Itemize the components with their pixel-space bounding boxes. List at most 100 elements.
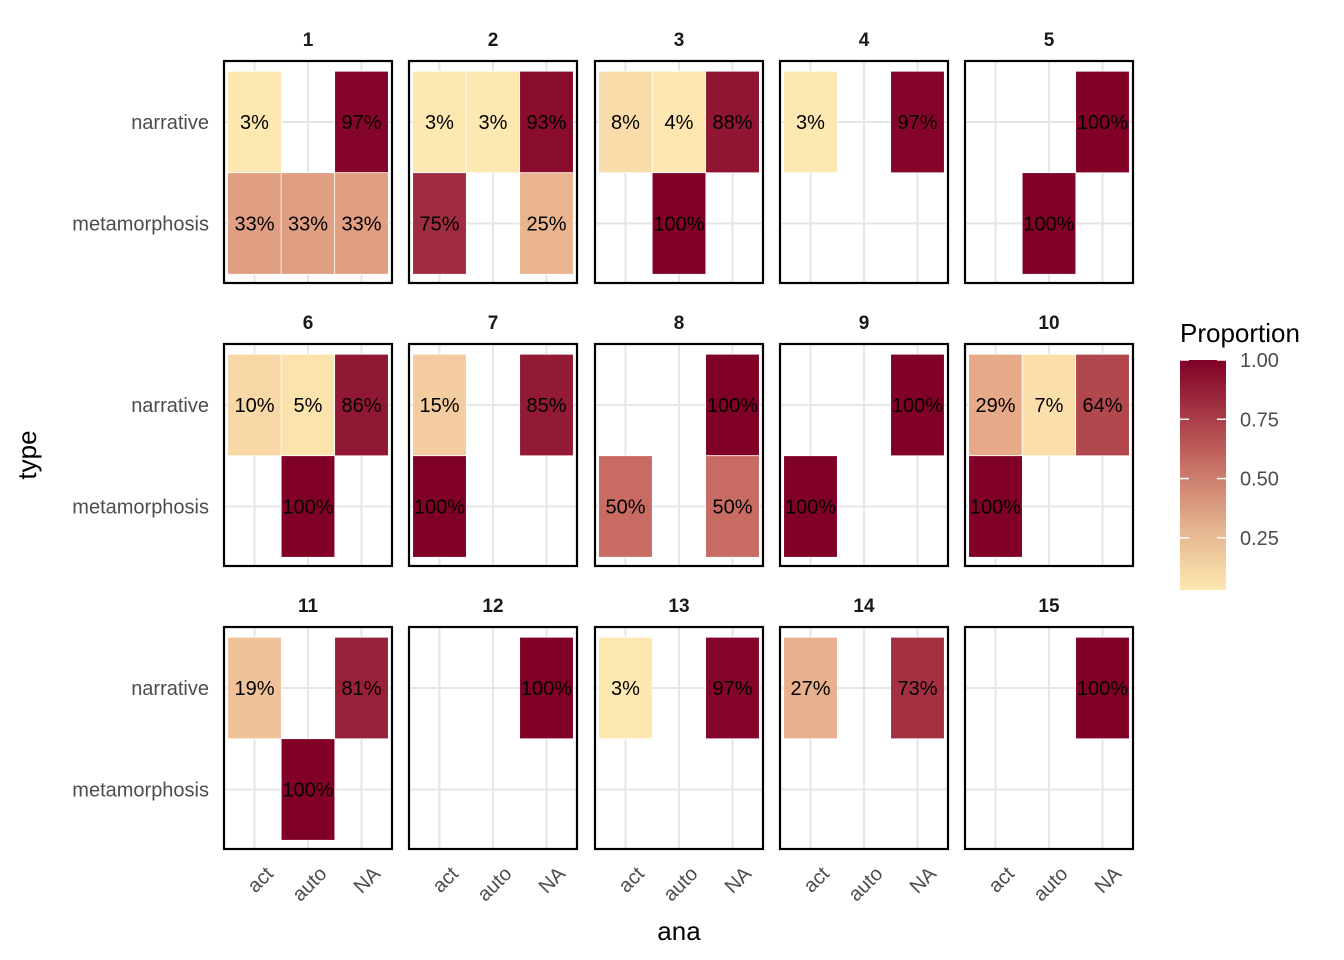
facet-title: 9 xyxy=(859,313,870,334)
tile-label: 15% xyxy=(419,395,459,417)
x-tick-label: NA xyxy=(906,862,942,898)
heatmap-tile xyxy=(227,172,282,275)
facet-panel-8: 8 100% 50% 50% xyxy=(593,313,765,568)
heatmap-tile xyxy=(1075,353,1130,457)
tile-label: 81% xyxy=(341,678,381,700)
tile-label: 100% xyxy=(1077,112,1128,134)
tile-label: 73% xyxy=(897,678,937,700)
tile-label: 8% xyxy=(611,112,640,134)
y-tick-label: narrative xyxy=(131,395,209,417)
tile-label: 27% xyxy=(790,678,830,700)
facet-panel-14: 14 27% 73% xyxy=(778,596,950,851)
facet-title: 2 xyxy=(488,30,499,51)
tile-label: 88% xyxy=(712,112,752,134)
heatmap-tile xyxy=(519,70,574,174)
panel-border xyxy=(407,342,579,568)
panel-border xyxy=(407,59,579,285)
facet-panels: 13% 97%33% 33% 33%23% 3% 93%75% 25%38% 4% 88%100… xyxy=(222,30,1135,851)
panel-border xyxy=(222,625,394,851)
facet-panel-1: 1 3% 97% 33% 33% 33% xyxy=(222,30,394,285)
tile-label: 19% xyxy=(234,678,274,700)
heatmap-tile xyxy=(705,455,760,558)
heatmap-tile xyxy=(890,353,945,457)
tile-label: 5% xyxy=(294,395,323,417)
panel-border xyxy=(407,625,579,851)
y-tick-label: metamorphosis xyxy=(72,780,209,802)
tile-label: 64% xyxy=(1082,395,1122,417)
tile-label: 100% xyxy=(1077,678,1128,700)
tile-label: 3% xyxy=(425,112,454,134)
legend-colorbar xyxy=(1180,360,1226,590)
tile-label: 100% xyxy=(892,395,943,417)
tile-label: 100% xyxy=(282,780,333,802)
facet-panel-13: 13 3% 97% xyxy=(593,596,765,851)
x-axis-title: ana xyxy=(657,916,701,946)
panel-border xyxy=(222,59,394,285)
panel-border xyxy=(778,625,950,851)
legend-title: Proportion xyxy=(1180,318,1300,348)
facet-title: 4 xyxy=(859,30,870,51)
tile-label: 86% xyxy=(341,395,381,417)
panel-border xyxy=(963,342,1135,568)
legend-tick-label: 0.25 xyxy=(1240,528,1279,550)
tile-label: 100% xyxy=(1023,214,1074,236)
heatmap-tile xyxy=(968,353,1023,457)
legend-tick-label: 1.00 xyxy=(1240,350,1279,372)
x-tick-label: act xyxy=(615,863,650,898)
facet-title: 3 xyxy=(674,30,685,51)
tile-label: 93% xyxy=(526,112,566,134)
tile-label: 25% xyxy=(526,214,566,236)
facet-panel-12: 12 100% xyxy=(407,596,579,851)
heatmap-tile xyxy=(968,455,1023,558)
heatmap-tile xyxy=(783,636,838,740)
facet-panel-15: 15 100% xyxy=(963,596,1135,851)
facet-title: 5 xyxy=(1044,30,1055,51)
facet-title: 15 xyxy=(1038,596,1060,617)
heatmap-tile xyxy=(1075,636,1130,740)
tile-label: 33% xyxy=(341,214,381,236)
facet-title: 14 xyxy=(853,596,875,617)
x-tick-label: NA xyxy=(350,862,386,898)
y-tick-label: narrative xyxy=(131,112,209,134)
panel-border xyxy=(222,342,394,568)
tile-label: 100% xyxy=(785,497,836,519)
facet-title: 7 xyxy=(488,313,499,334)
facet-title: 13 xyxy=(668,596,689,617)
x-tick-label: auto xyxy=(288,863,331,906)
heatmap-tile xyxy=(519,636,574,740)
x-tick-label: act xyxy=(985,863,1020,898)
heatmap-tile xyxy=(651,70,707,174)
color-legend: Proportion 1.00 0.75 0.50 0.25 xyxy=(1180,318,1300,590)
heatmap-tile xyxy=(783,455,838,558)
heatmap-tile xyxy=(598,636,653,740)
heatmap-tile xyxy=(705,70,760,174)
tile-label: 100% xyxy=(414,497,465,519)
tile-label: 100% xyxy=(707,395,758,417)
heatmap-tile xyxy=(1021,353,1077,457)
x-tick-label: auto xyxy=(844,863,887,906)
tile-label: 4% xyxy=(665,112,694,134)
tile-label: 3% xyxy=(611,678,640,700)
tile-label: 7% xyxy=(1035,395,1064,417)
tile-label: 100% xyxy=(970,497,1021,519)
facet-panel-3: 3 8% 4% 88% 100% xyxy=(593,30,765,285)
tile-label: 75% xyxy=(419,214,459,236)
tile-label: 97% xyxy=(897,112,937,134)
legend-ticks: 1.00 0.75 0.50 0.25 xyxy=(1180,350,1279,550)
x-tick-label: NA xyxy=(535,862,571,898)
panel-border xyxy=(963,59,1135,285)
panel-border xyxy=(778,59,950,285)
facet-title: 8 xyxy=(674,313,685,334)
heatmap-tile xyxy=(412,353,467,457)
facet-panel-4: 4 3% 97% xyxy=(778,30,950,285)
legend-tick-label: 0.75 xyxy=(1240,409,1279,431)
x-tick-label: auto xyxy=(1029,863,1072,906)
heatmap-tile xyxy=(280,455,336,558)
tile-label: 97% xyxy=(712,678,752,700)
tile-label: 97% xyxy=(341,112,381,134)
heatmap-tile xyxy=(598,70,653,174)
facet-title: 1 xyxy=(303,30,314,51)
x-tick-label: auto xyxy=(473,863,516,906)
tile-label: 29% xyxy=(975,395,1015,417)
